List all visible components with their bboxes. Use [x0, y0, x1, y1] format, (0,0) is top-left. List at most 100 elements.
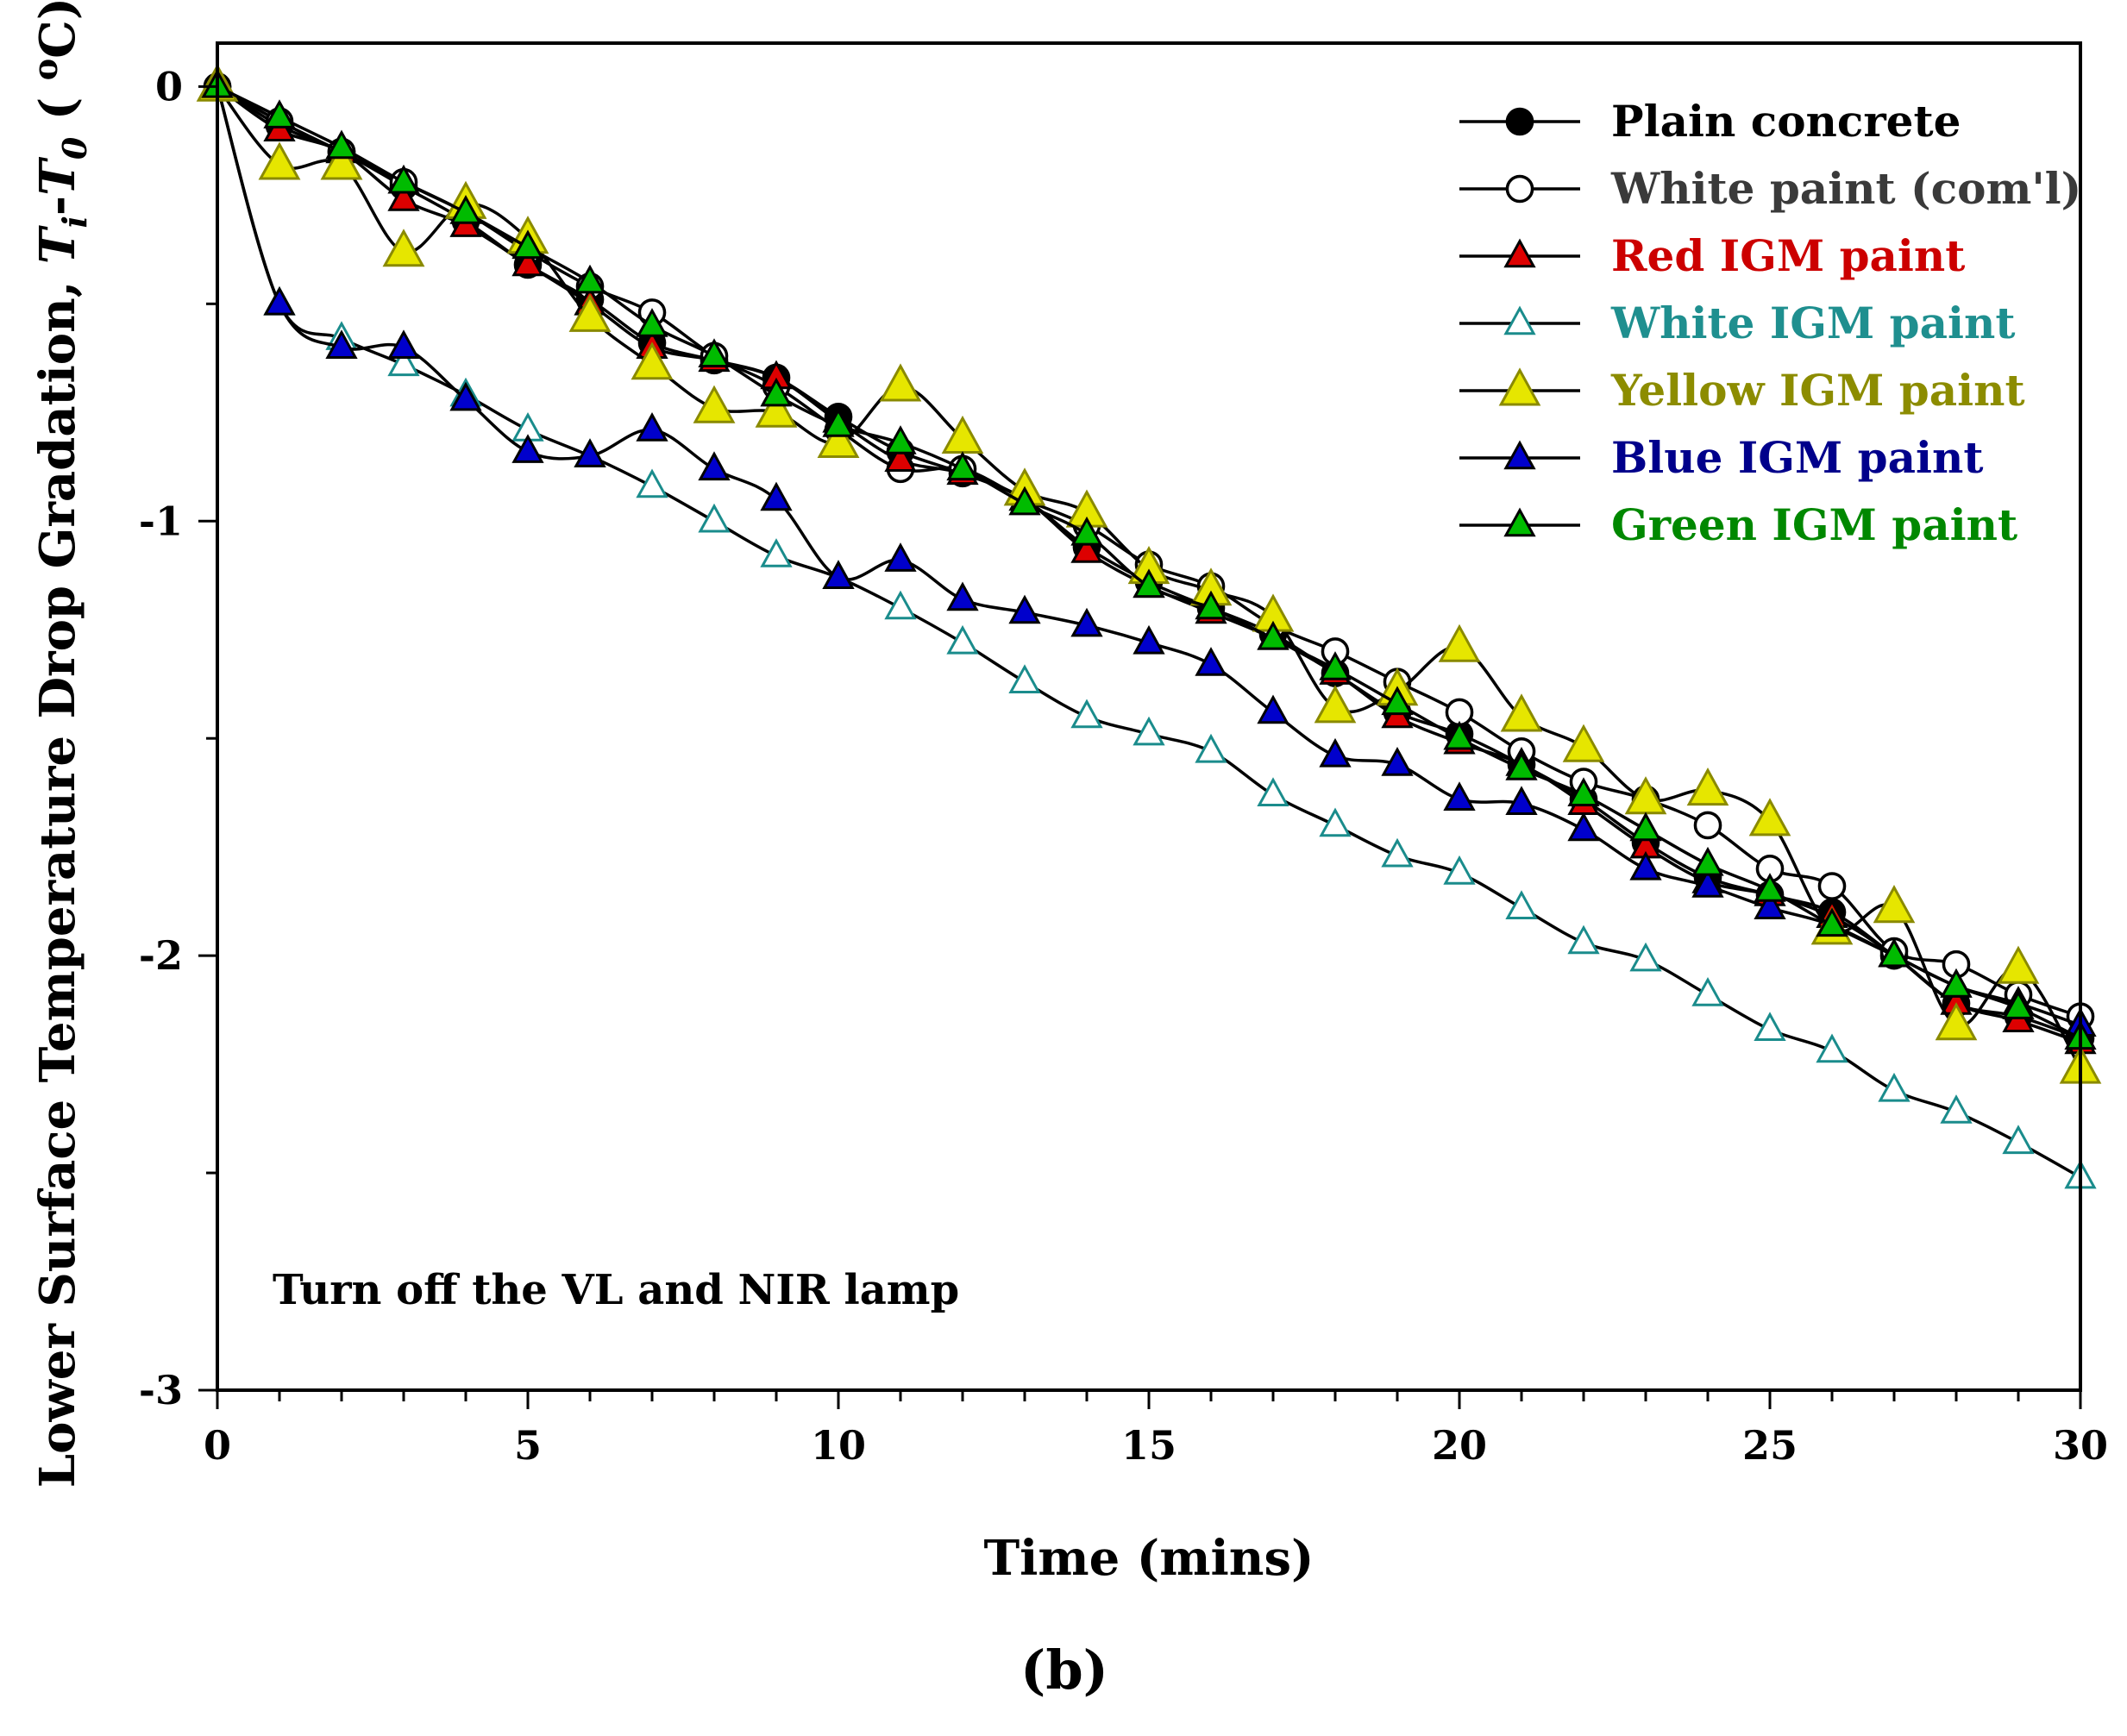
data-point — [568, 293, 612, 332]
series-layer — [196, 63, 2102, 1189]
legend-item: Blue IGM paint — [1459, 432, 1983, 483]
data-point — [760, 377, 793, 407]
data-point — [1070, 699, 1103, 729]
y-axis-title-dash: - — [29, 196, 86, 216]
data-point — [1195, 733, 1227, 763]
data-point — [1443, 855, 1476, 885]
data-point — [1443, 781, 1476, 811]
data-point — [263, 99, 296, 128]
data-point — [1381, 747, 1414, 776]
data-point — [1500, 693, 1543, 732]
data-point — [1754, 890, 1786, 919]
legend-item: Yellow IGM paint — [1459, 365, 2025, 416]
y-tick-label: -1 — [139, 498, 183, 544]
data-point — [325, 129, 358, 160]
legend-label: Blue IGM paint — [1611, 432, 1983, 483]
data-point — [1629, 942, 1662, 972]
data-point — [636, 308, 668, 337]
y-axis-title-symbol-t: T — [29, 224, 86, 264]
data-point — [1257, 620, 1289, 650]
data-point — [449, 194, 482, 224]
data-point — [1940, 968, 1973, 998]
tick-layer: 0 5 10 15 20 25 30 0 -1 -2 -3 — [139, 63, 2108, 1469]
data-point — [2002, 990, 2035, 1019]
data-point — [1748, 798, 1791, 837]
panel-label: (b) — [1020, 1639, 1108, 1702]
data-point — [884, 425, 917, 454]
data-point — [1133, 624, 1165, 655]
y-axis-title-unit: C) — [29, 0, 86, 59]
data-point — [879, 363, 922, 402]
legend-item: Plain concrete — [1459, 96, 1961, 147]
data-point — [387, 164, 420, 194]
data-point — [511, 434, 544, 463]
data-point — [1873, 884, 1916, 924]
data-point — [1817, 872, 1847, 900]
data-point — [822, 560, 855, 589]
data-point — [511, 229, 544, 260]
data-point — [258, 141, 301, 180]
data-point — [1008, 664, 1041, 693]
data-point — [1505, 786, 1538, 815]
legend-item: White IGM paint — [1459, 298, 2015, 348]
data-point — [1562, 724, 1605, 762]
data-point — [1314, 685, 1357, 724]
data-point — [1257, 777, 1289, 806]
legend-item: Green IGM paint — [1459, 499, 2017, 550]
legend-marker — [1498, 367, 1541, 406]
data-point — [631, 342, 674, 380]
data-point — [574, 438, 606, 467]
data-point — [1567, 777, 1600, 806]
data-point — [822, 407, 855, 437]
data-point — [698, 451, 731, 481]
data-point — [1070, 516, 1103, 546]
data-point — [1008, 486, 1041, 516]
y-axis-title-degree: o — [26, 59, 65, 80]
y-axis-title-open: ( — [29, 80, 86, 137]
data-point — [1940, 1094, 1973, 1124]
legend-label: Yellow IGM paint — [1610, 365, 2025, 416]
data-point — [1438, 624, 1481, 662]
data-point — [1816, 907, 1848, 937]
data-point — [387, 347, 420, 377]
legend-marker — [1505, 174, 1534, 204]
data-point — [387, 329, 420, 359]
data-point — [817, 419, 860, 458]
annotation-text: Turn off the VL and NIR lamp — [273, 1266, 959, 1314]
x-tick-label: 10 — [811, 1422, 866, 1469]
data-point — [884, 542, 917, 572]
data-point — [698, 338, 731, 367]
data-point — [1319, 807, 1352, 837]
data-point — [1754, 873, 1786, 902]
legend-label: White paint (com'l) — [1610, 163, 2081, 214]
data-point — [387, 181, 420, 211]
data-point — [1567, 812, 1600, 842]
data-point — [1816, 1033, 1848, 1063]
legend-marker — [1505, 107, 1534, 136]
data-point — [1008, 594, 1041, 624]
legend-label: White IGM paint — [1610, 298, 2015, 348]
series-green-igm-paint — [201, 68, 2097, 1050]
data-point — [1754, 1012, 1786, 1041]
y-axis-title-prefix: Lower Surface Temperature Drop Gradation… — [29, 264, 86, 1488]
data-point — [1629, 850, 1662, 881]
data-point — [1878, 937, 1911, 968]
data-point — [1443, 720, 1476, 750]
data-point — [1691, 846, 1724, 876]
data-point — [755, 389, 798, 428]
x-tick-label: 25 — [1742, 1422, 1798, 1469]
data-point — [1070, 534, 1103, 563]
data-point — [698, 503, 731, 533]
data-point — [1997, 945, 2040, 984]
data-point — [325, 329, 358, 359]
data-point — [1319, 737, 1352, 768]
data-point — [1319, 651, 1352, 680]
data-point — [636, 412, 668, 442]
legend-item: White paint (com'l) — [1459, 163, 2081, 214]
x-tick-label: 30 — [2053, 1422, 2108, 1469]
data-point — [382, 229, 425, 267]
legend-label: Plain concrete — [1611, 96, 1961, 147]
data-point — [1505, 890, 1538, 919]
y-axis-title-subscript-0: 0 — [55, 136, 94, 160]
